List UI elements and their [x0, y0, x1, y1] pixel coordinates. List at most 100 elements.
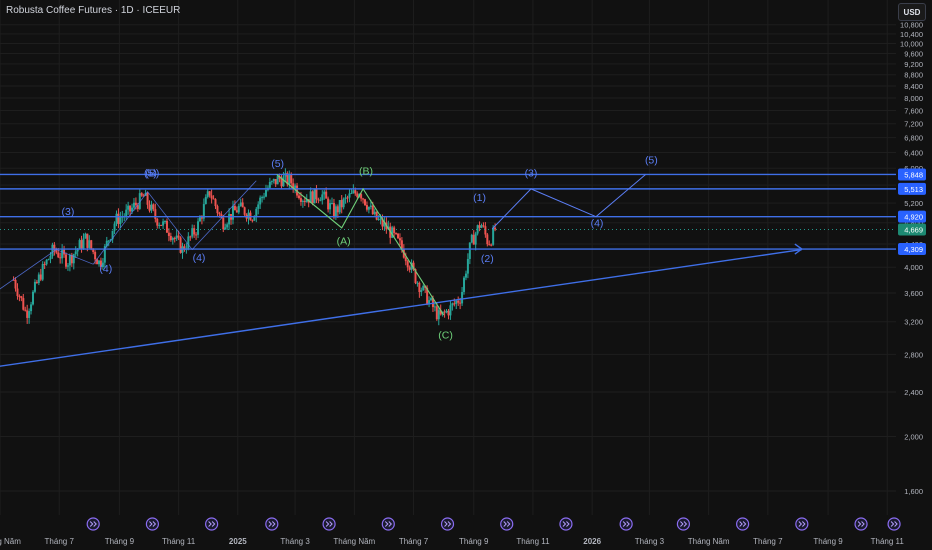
time-tick-label: Tháng Năm: [0, 537, 21, 546]
candle-down: [439, 310, 442, 315]
candle-down: [274, 178, 277, 185]
candle-up: [138, 193, 141, 209]
projection-wave-path[interactable]: [491, 174, 646, 230]
candle-down: [297, 195, 300, 199]
candle-down: [218, 213, 221, 215]
price-axis[interactable]: 1,6002,0002,4002,8003,2003,6004,0004,400…: [896, 0, 932, 550]
candle-up: [175, 235, 178, 239]
candle-down: [65, 254, 68, 267]
time-axis[interactable]: Tháng Năm Tháng 7 Tháng 9 Tháng 11 2025 Tháng…: [0, 537, 904, 546]
event-markers[interactable]: [86, 517, 901, 531]
candle-down: [210, 195, 213, 199]
candle-up: [272, 178, 275, 182]
candle-up: [276, 176, 279, 185]
impulse-wave-path[interactable]: [0, 180, 257, 293]
candle-down: [90, 240, 93, 249]
wave-drawings[interactable]: [0, 174, 804, 368]
horizontal-levels[interactable]: [0, 173, 896, 250]
candle-down: [195, 234, 198, 236]
candle-up: [334, 206, 337, 218]
candle-down: [235, 210, 238, 213]
candle-down: [336, 206, 339, 213]
candle-down: [208, 191, 211, 196]
candle-down: [92, 248, 95, 253]
candle-down: [136, 205, 139, 209]
level-price-tag-bg: [898, 243, 926, 256]
price-tick-label: 9,600: [904, 49, 923, 58]
event-marker-chevron: [388, 521, 393, 527]
candle-down: [22, 298, 25, 310]
candle-up: [342, 198, 345, 208]
event-marker-chevron: [739, 521, 743, 527]
time-tick-label: Tháng 7: [45, 537, 75, 546]
candle-down: [146, 193, 149, 205]
candle-up: [206, 191, 209, 197]
candle-up: [237, 205, 240, 213]
corrective-wave-path[interactable]: [276, 174, 445, 316]
candle-down: [134, 202, 137, 206]
candle-up: [329, 203, 332, 210]
candle-down: [286, 173, 289, 185]
time-tick-label: Tháng 9: [813, 537, 843, 546]
candle-up: [239, 202, 242, 206]
candle-up: [255, 208, 258, 218]
candle-down: [414, 269, 417, 284]
candle-down: [142, 195, 145, 197]
candle-down: [365, 205, 368, 210]
candle-up: [470, 234, 473, 243]
candle-up: [191, 228, 194, 237]
event-marker-chevron: [93, 521, 97, 527]
time-tick-label: Tháng Năm: [688, 537, 730, 546]
candle-down: [393, 227, 396, 233]
candle-up: [111, 230, 114, 240]
candle-up: [344, 197, 347, 199]
candle-up: [197, 221, 200, 235]
candle-down: [371, 205, 374, 215]
candle-up: [369, 205, 372, 207]
candle-down: [233, 205, 236, 211]
candle-up: [150, 204, 153, 211]
event-marker-chevron: [271, 521, 276, 527]
candle-up: [463, 277, 466, 293]
candle-up: [66, 265, 69, 267]
event-marker-chevron: [152, 521, 157, 527]
candle-down: [212, 198, 215, 200]
candle-up: [391, 227, 394, 238]
level-price-tag-bg: [898, 182, 926, 195]
candle-up: [78, 240, 81, 249]
candle-down: [408, 267, 411, 270]
candle-down: [412, 262, 415, 270]
candle-down: [346, 197, 349, 199]
trendline[interactable]: [0, 248, 802, 368]
candle-up: [451, 303, 454, 306]
candle-up: [131, 207, 134, 212]
currency-button[interactable]: USD: [898, 3, 926, 21]
candle-down: [129, 205, 132, 212]
candle-up: [119, 217, 122, 225]
price-tick-label: 3,600: [904, 289, 923, 298]
candle-down: [43, 264, 46, 266]
candle-down: [24, 309, 27, 311]
wave-label: (B): [145, 167, 159, 179]
event-marker-chevron: [562, 521, 567, 527]
candle-down: [26, 310, 29, 318]
candle-up: [257, 204, 260, 209]
candle-up: [113, 223, 116, 231]
candle-up: [428, 300, 431, 305]
candle-up: [28, 311, 31, 318]
candle-up: [305, 199, 308, 203]
candle-down: [490, 244, 493, 246]
level-price-tag: 5,513: [904, 185, 923, 194]
candle-up: [32, 291, 35, 305]
candle-up: [261, 197, 264, 199]
candle-down: [80, 240, 83, 249]
candle-down: [251, 220, 254, 222]
level-price-tag: 5,848: [904, 170, 923, 179]
candle-up: [247, 212, 250, 219]
candle-up: [492, 227, 495, 245]
candle-down: [16, 288, 19, 297]
time-tick-label: Tháng 9: [459, 537, 489, 546]
candle-down: [241, 202, 244, 208]
candle-down: [173, 238, 176, 240]
